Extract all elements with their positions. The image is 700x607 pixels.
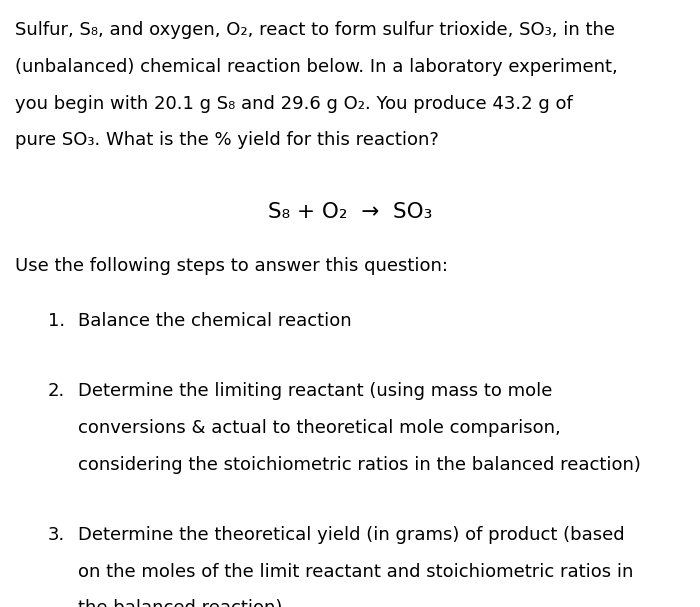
Text: 3.: 3. (48, 526, 65, 544)
Text: 1.: 1. (48, 312, 64, 330)
Text: Balance the chemical reaction: Balance the chemical reaction (78, 312, 352, 330)
Text: Determine the theoretical yield (in grams) of product (based: Determine the theoretical yield (in gram… (78, 526, 625, 544)
Text: you begin with 20.1 g S₈ and 29.6 g O₂. You produce 43.2 g of: you begin with 20.1 g S₈ and 29.6 g O₂. … (15, 95, 573, 113)
Text: considering the stoichiometric ratios in the balanced reaction): considering the stoichiometric ratios in… (78, 456, 641, 473)
Text: on the moles of the limit reactant and stoichiometric ratios in: on the moles of the limit reactant and s… (78, 563, 634, 580)
Text: 2.: 2. (48, 382, 65, 400)
Text: (unbalanced) chemical reaction below. In a laboratory experiment,: (unbalanced) chemical reaction below. In… (15, 58, 618, 76)
Text: pure SO₃. What is the % yield for this reaction?: pure SO₃. What is the % yield for this r… (15, 132, 440, 149)
Text: the balanced reaction): the balanced reaction) (78, 599, 283, 607)
Text: S₈ + O₂  →  SO₃: S₈ + O₂ → SO₃ (268, 202, 432, 222)
Text: Determine the limiting reactant (using mass to mole: Determine the limiting reactant (using m… (78, 382, 553, 400)
Text: Sulfur, S₈, and oxygen, O₂, react to form sulfur trioxide, SO₃, in the: Sulfur, S₈, and oxygen, O₂, react to for… (15, 21, 615, 39)
Text: conversions & actual to theoretical mole comparison,: conversions & actual to theoretical mole… (78, 419, 561, 437)
Text: Use the following steps to answer this question:: Use the following steps to answer this q… (15, 257, 449, 275)
